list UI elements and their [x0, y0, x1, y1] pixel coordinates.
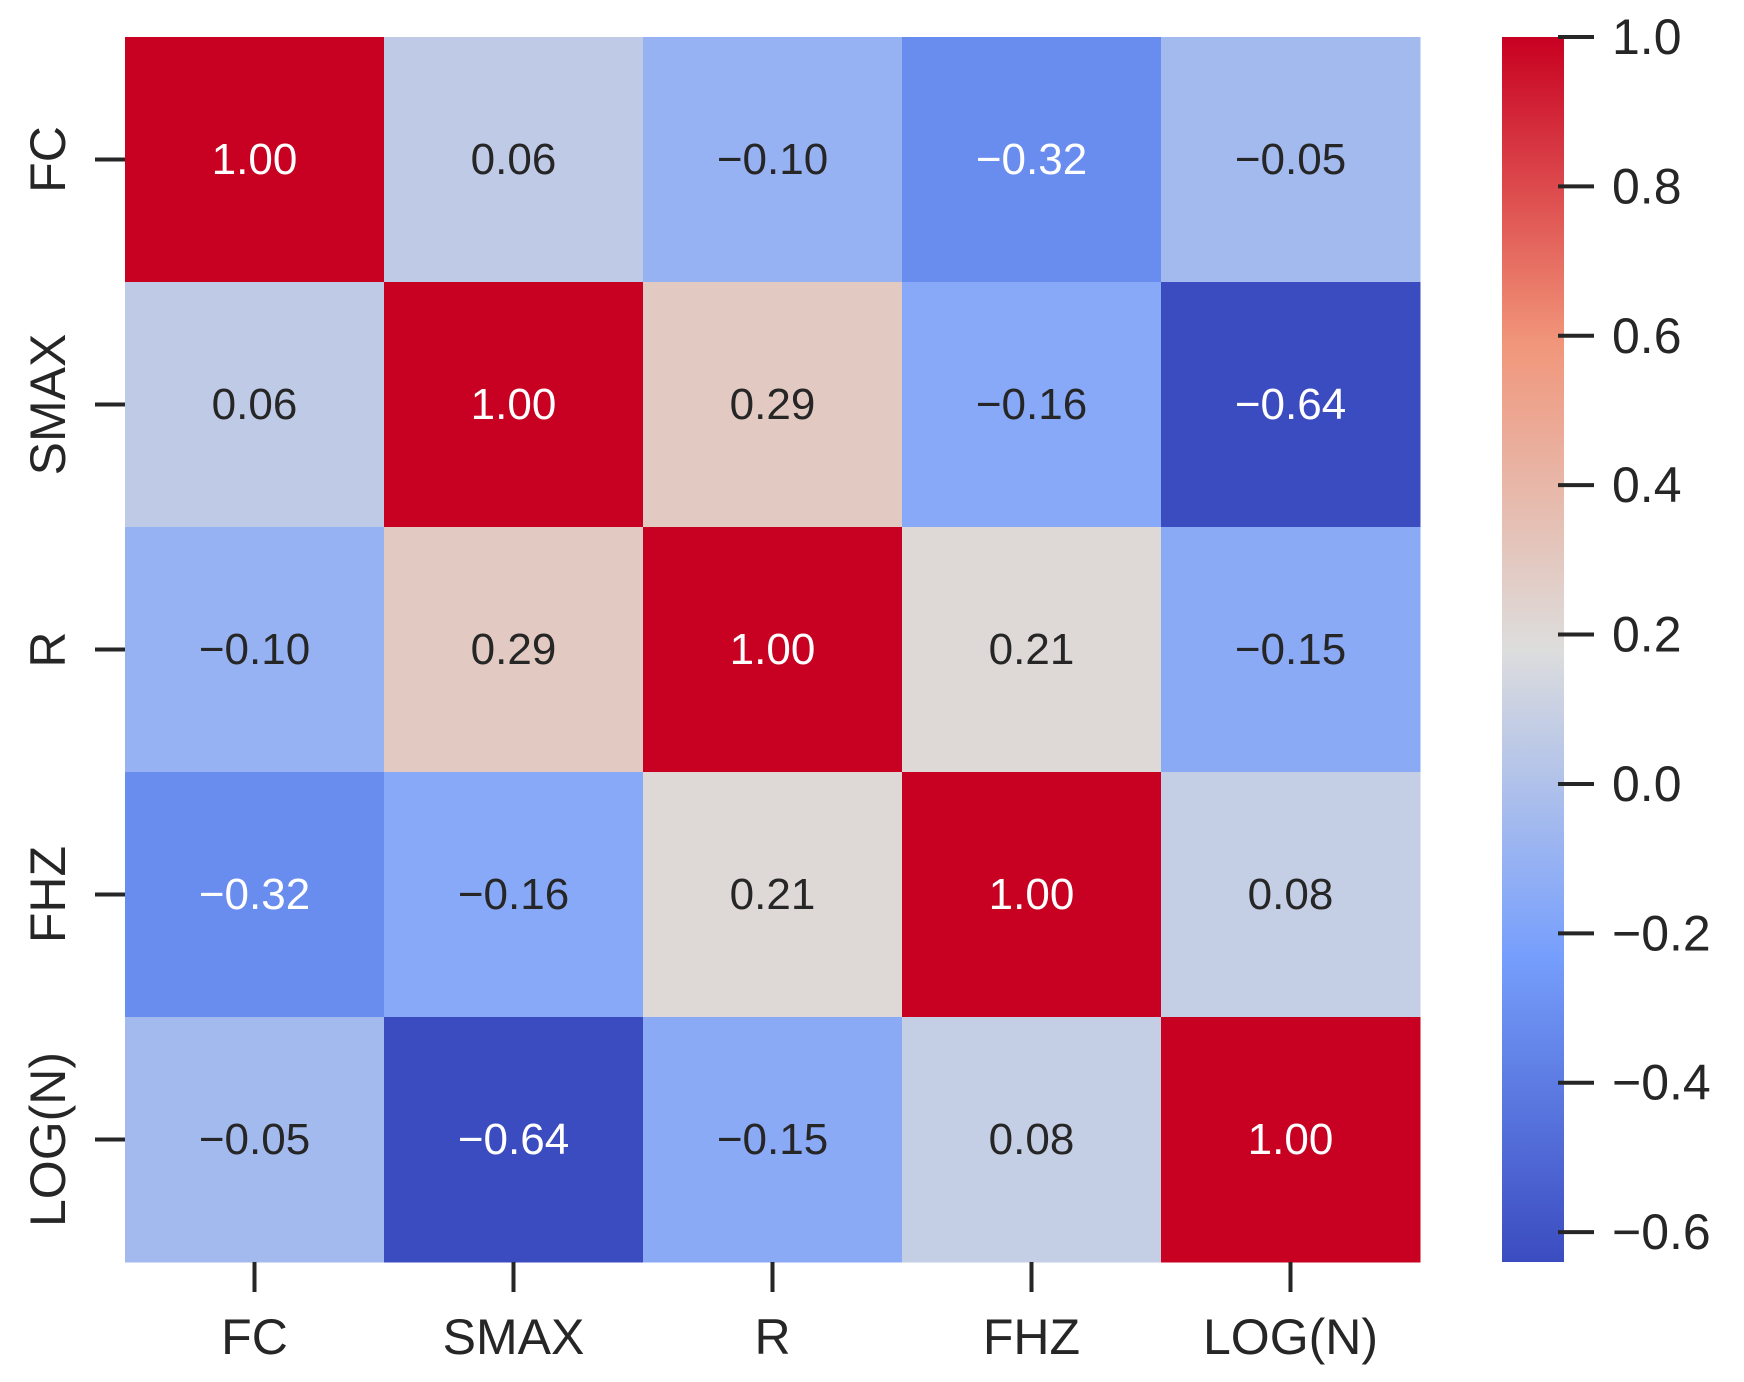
colorbar-tick-label: 0.0 — [1612, 756, 1682, 812]
cell-value-label: −0.10 — [717, 135, 828, 184]
x-axis: FC SMAX R FHZ LOG(N) — [221, 1262, 1378, 1365]
heatmap-cell — [1161, 282, 1421, 528]
cell-value-label: 0.06 — [471, 135, 557, 184]
cell-value-label: 0.29 — [471, 625, 557, 674]
cell-value-label: −0.15 — [717, 1115, 828, 1164]
cell-value-label: 1.00 — [471, 380, 557, 429]
colorbar-tick-label: −0.2 — [1612, 905, 1711, 961]
cell-value-label: 0.08 — [989, 1115, 1075, 1164]
cell-value-label: −0.10 — [199, 625, 310, 674]
y-tick-label: LOG(N) — [20, 1052, 76, 1227]
cell-value-label: −0.32 — [199, 870, 310, 919]
heatmap-cell — [902, 772, 1162, 1018]
heatmap-cell — [384, 527, 644, 773]
cell-value-label: 0.21 — [730, 870, 816, 919]
cell-value-label: −0.16 — [976, 380, 1087, 429]
cell-value-label: −0.32 — [976, 135, 1087, 184]
cell-value-label: 1.00 — [1248, 1115, 1334, 1164]
x-tick-label: LOG(N) — [1203, 1309, 1378, 1365]
y-tick-label: R — [20, 631, 76, 667]
heatmap-cell — [643, 772, 903, 1018]
cell-value-label: 0.08 — [1248, 870, 1334, 919]
heatmap-cell — [125, 1017, 385, 1263]
heatmap-cell — [902, 282, 1162, 528]
heatmap-cell — [125, 527, 385, 773]
cell-value-label: −0.16 — [458, 870, 569, 919]
colorbar: 1.0 0.8 0.6 0.4 0.2 0.0 −0.2 −0.4 −0.6 — [1502, 9, 1711, 1262]
y-tick-label: FC — [20, 126, 76, 193]
x-tick-label: R — [754, 1309, 790, 1365]
cell-value-label: 0.21 — [989, 625, 1075, 674]
heatmap-cell — [384, 1017, 644, 1263]
colorbar-tick-label: −0.4 — [1612, 1055, 1711, 1111]
x-tick-label: FHZ — [983, 1309, 1080, 1365]
y-axis: FC SMAX R FHZ LOG(N) — [20, 126, 125, 1227]
cell-value-label: 0.29 — [730, 380, 816, 429]
heatmap-cells: 1.00 0.06 −0.10 −0.32 −0.05 0.06 1.00 0.29 −0.16… — [125, 37, 1421, 1263]
heatmap-cell — [902, 1017, 1162, 1263]
heatmap-cell — [1161, 527, 1421, 773]
cell-value-label: −0.05 — [199, 1115, 310, 1164]
colorbar-tick-label: −0.6 — [1612, 1204, 1711, 1260]
cell-value-label: 0.06 — [212, 380, 298, 429]
cell-value-label: −0.05 — [1235, 135, 1346, 184]
heatmap-cell — [902, 37, 1162, 283]
colorbar-tick-label: 1.0 — [1612, 9, 1682, 65]
heatmap-cell — [384, 37, 644, 283]
heatmap-cell — [125, 282, 385, 528]
cell-value-label: 1.00 — [730, 625, 816, 674]
colorbar-tick-label: 0.4 — [1612, 457, 1682, 513]
heatmap-cell — [384, 772, 644, 1018]
y-tick-label: SMAX — [20, 334, 76, 476]
colorbar-tick-label: 0.2 — [1612, 607, 1682, 663]
heatmap-cell — [125, 772, 385, 1018]
heatmap-cell — [643, 282, 903, 528]
heatmap-cell — [384, 282, 644, 528]
cell-value-label: 1.00 — [212, 135, 298, 184]
x-tick-label: SMAX — [443, 1309, 585, 1365]
heatmap-cell — [643, 1017, 903, 1263]
colorbar-tick-label: 0.8 — [1612, 158, 1682, 214]
cell-value-label: −0.64 — [1235, 380, 1346, 429]
heatmap-cell — [643, 37, 903, 283]
x-tick-label: FC — [221, 1309, 288, 1365]
heatmap-cell — [643, 527, 903, 773]
heatmap-cell — [1161, 1017, 1421, 1263]
heatmap-cell — [1161, 37, 1421, 283]
cell-value-label: −0.15 — [1235, 625, 1346, 674]
heatmap-cell — [125, 37, 385, 283]
heatmap-cell — [1161, 772, 1421, 1018]
heatmap-cell — [902, 527, 1162, 773]
colorbar-gradient — [1502, 37, 1564, 1262]
cell-value-label: 1.00 — [989, 870, 1075, 919]
colorbar-tick-label: 0.6 — [1612, 308, 1682, 364]
y-tick-label: FHZ — [20, 846, 76, 943]
cell-value-label: −0.64 — [458, 1115, 569, 1164]
